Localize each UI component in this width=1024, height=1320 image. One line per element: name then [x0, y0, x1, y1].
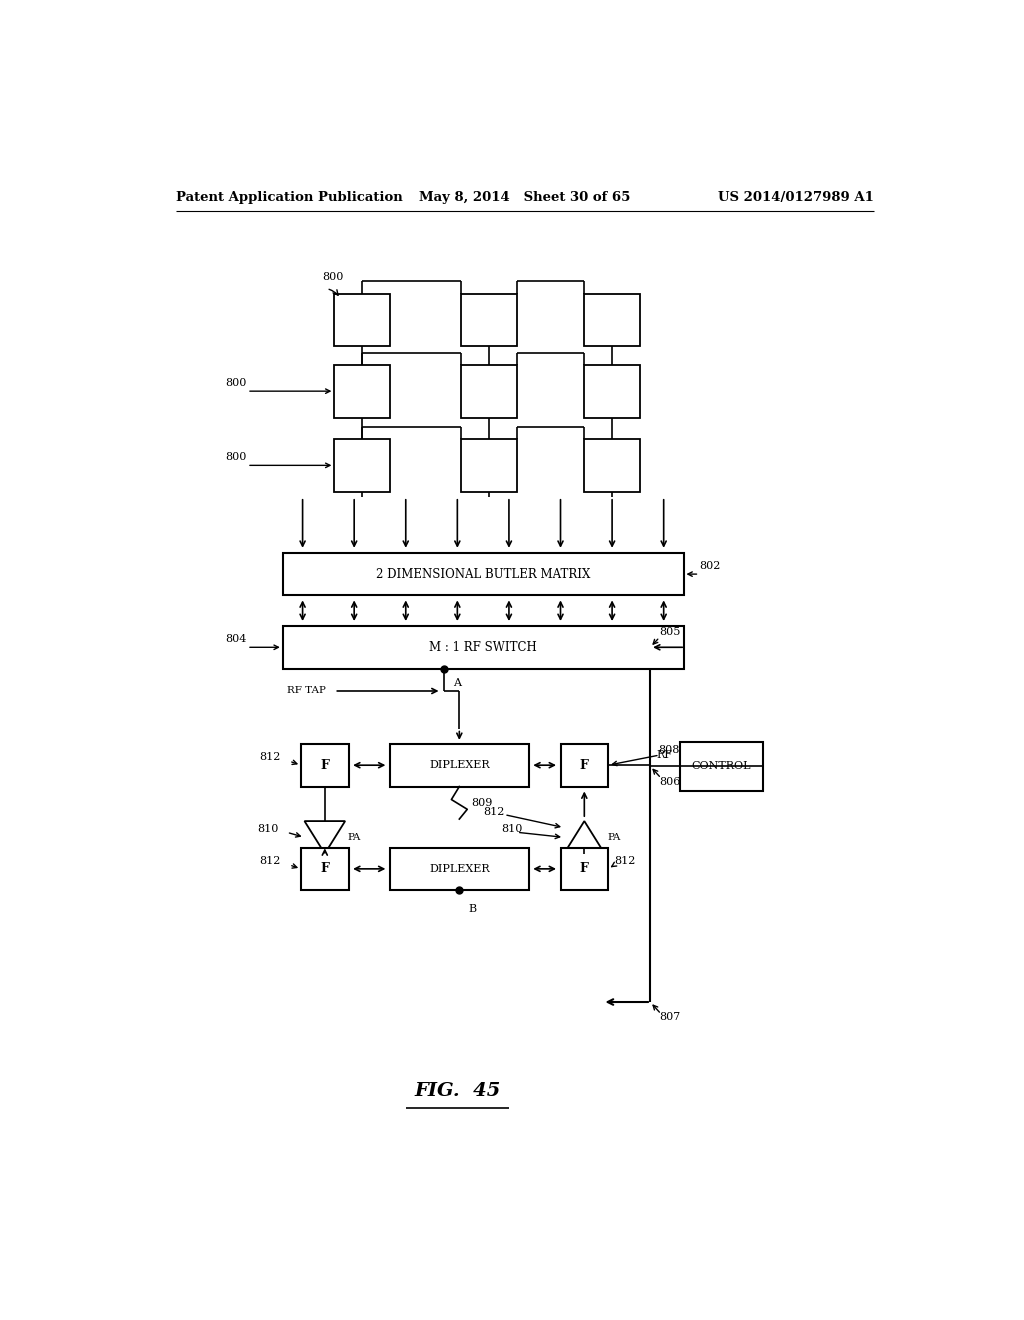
Bar [560, 847, 608, 890]
Bar [462, 440, 517, 492]
Bar [283, 626, 684, 669]
Bar [560, 744, 608, 787]
Bar [301, 847, 348, 890]
Text: 800: 800 [225, 453, 247, 462]
Text: DIPLEXER: DIPLEXER [429, 760, 489, 770]
Text: 804: 804 [225, 634, 247, 644]
Text: CONTROL: CONTROL [691, 762, 751, 771]
Text: M : 1 RF SWITCH: M : 1 RF SWITCH [429, 640, 537, 653]
Text: 806: 806 [659, 776, 681, 787]
Text: B: B [469, 903, 477, 913]
Text: 810: 810 [501, 824, 522, 834]
Text: 810: 810 [257, 824, 279, 834]
Text: 807: 807 [659, 1012, 681, 1022]
Text: F: F [580, 862, 589, 875]
Text: 812: 812 [614, 855, 636, 866]
Bar [334, 364, 390, 417]
Text: RF: RF [656, 750, 673, 760]
Bar [585, 364, 640, 417]
Bar [283, 553, 684, 595]
Text: FIG.  45: FIG. 45 [414, 1082, 501, 1101]
Text: PA: PA [607, 833, 621, 842]
Text: RF TAP: RF TAP [287, 686, 326, 696]
Bar [390, 744, 528, 787]
Text: F: F [321, 862, 330, 875]
Text: 2 DIMENSIONAL BUTLER MATRIX: 2 DIMENSIONAL BUTLER MATRIX [376, 568, 590, 581]
Text: 805: 805 [659, 627, 681, 638]
Bar [462, 364, 517, 417]
Text: 800: 800 [323, 272, 344, 282]
Text: PA: PA [348, 833, 361, 842]
Bar [334, 440, 390, 492]
Text: F: F [580, 759, 589, 772]
Text: 808: 808 [658, 744, 680, 755]
Bar [462, 293, 517, 346]
Bar [334, 293, 390, 346]
Text: A: A [454, 678, 462, 688]
Text: May 8, 2014   Sheet 30 of 65: May 8, 2014 Sheet 30 of 65 [419, 190, 631, 203]
Bar [585, 440, 640, 492]
Bar [680, 742, 763, 791]
Text: 812: 812 [483, 807, 505, 817]
Text: US 2014/0127989 A1: US 2014/0127989 A1 [718, 190, 873, 203]
Text: 809: 809 [471, 797, 493, 808]
Text: DIPLEXER: DIPLEXER [429, 863, 489, 874]
Text: F: F [321, 759, 330, 772]
Text: 802: 802 [699, 561, 721, 572]
Polygon shape [304, 821, 345, 854]
Polygon shape [564, 821, 604, 854]
Text: 812: 812 [260, 752, 282, 762]
Bar [301, 744, 348, 787]
Text: 800: 800 [225, 378, 247, 388]
Text: 812: 812 [260, 855, 282, 866]
Bar [390, 847, 528, 890]
Bar [585, 293, 640, 346]
Text: Patent Application Publication: Patent Application Publication [176, 190, 402, 203]
